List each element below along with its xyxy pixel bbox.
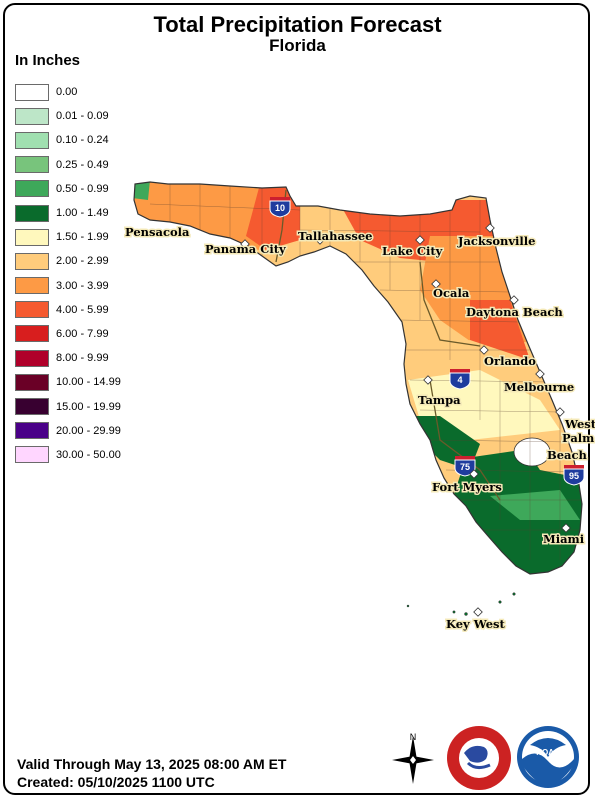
legend-label: 30.00 - 50.00: [56, 448, 121, 461]
legend-swatch: [15, 252, 49, 270]
interstate-number: 4: [457, 375, 462, 385]
legend-swatch: [15, 277, 49, 295]
legend-label: 15.00 - 19.99: [56, 400, 121, 413]
legend-item: 1.50 - 1.99: [15, 225, 121, 249]
city-label: Palm: [562, 431, 594, 445]
legend-label: 20.00 - 29.99: [56, 424, 121, 437]
noaa-logo-icon: NOAA: [517, 726, 579, 788]
legend-label: 2.00 - 2.99: [56, 255, 109, 268]
svg-text:NOAA: NOAA: [536, 748, 560, 757]
legend-item: 8.00 - 9.99: [15, 346, 121, 370]
legend-swatch: [15, 325, 49, 343]
city-marker: [240, 239, 250, 249]
legend-swatch: [15, 228, 49, 246]
city-label: Tampa: [418, 393, 461, 407]
valid-through-text: Valid Through May 13, 2025 08:00 AM ET: [17, 756, 287, 772]
legend: 0.00 0.01 - 0.09 0.10 - 0.24 0.25 - 0.49 0.5…: [15, 80, 121, 467]
city-label: Daytona Beach: [466, 305, 563, 319]
city-marker: [535, 369, 545, 379]
legend-swatch: [15, 373, 49, 391]
legend-item: 4.00 - 5.99: [15, 298, 121, 322]
legend-label: 4.00 - 5.99: [56, 303, 109, 316]
city-marker: [415, 235, 425, 245]
legend-item: 6.00 - 7.99: [15, 322, 121, 346]
legend-title: In Inches: [15, 52, 81, 69]
legend-item: 3.00 - 3.99: [15, 274, 121, 298]
interstate-shield-icon: 95: [563, 465, 585, 486]
lake-okeechobee: [513, 437, 551, 467]
map-title: Total Precipitation Forecast: [153, 12, 442, 37]
city-label: Jacksonville: [457, 234, 535, 248]
nws-logo-icon: [447, 726, 511, 790]
compass-rose-icon: N: [392, 732, 434, 784]
interstate-shield-icon: 4: [449, 369, 471, 390]
city-label: Pensacola: [125, 225, 190, 239]
legend-item: 0.10 - 0.24: [15, 128, 121, 152]
legend-item: 30.00 - 50.00: [15, 443, 121, 467]
legend-swatch: [15, 156, 49, 174]
legend-swatch: [15, 204, 49, 222]
legend-item: 2.00 - 2.99: [15, 249, 121, 273]
legend-swatch: [15, 301, 49, 319]
legend-label: 0.10 - 0.24: [56, 134, 109, 147]
legend-swatch: [15, 83, 49, 101]
city-label: West: [564, 417, 595, 431]
city-marker: [479, 345, 489, 355]
legend-label: 3.00 - 3.99: [56, 279, 109, 292]
legend-swatch: [15, 349, 49, 367]
compass-north-label: N: [410, 732, 417, 742]
legend-item: 0.00: [15, 80, 121, 104]
city-label: Fort Myers: [432, 480, 502, 494]
interstate-number: 75: [460, 462, 470, 472]
city-marker: [555, 407, 565, 417]
city-marker: [509, 295, 519, 305]
interstate-number: 95: [569, 471, 579, 481]
city-label: Melbourne: [504, 380, 574, 394]
legend-swatch: [15, 180, 49, 198]
legend-label: 0.00: [56, 86, 78, 99]
legend-item: 0.25 - 0.49: [15, 153, 121, 177]
legend-label: 8.00 - 9.99: [56, 352, 109, 365]
city-label: Ocala: [433, 286, 470, 300]
legend-label: 0.01 - 0.09: [56, 110, 109, 123]
city-label: Miami: [543, 532, 585, 546]
city-label: Key West: [446, 617, 506, 631]
legend-item: 1.00 - 1.49: [15, 201, 121, 225]
legend-label: 0.25 - 0.49: [56, 158, 109, 171]
city-marker: [423, 375, 433, 385]
interstate-shield-icon: 10: [269, 197, 291, 218]
city-marker: [561, 523, 571, 533]
created-text: Created: 05/10/2025 1100 UTC: [17, 774, 215, 790]
legend-swatch: [15, 131, 49, 149]
legend-item: 0.50 - 0.99: [15, 177, 121, 201]
legend-swatch: [15, 107, 49, 125]
city-label: Beach: [547, 448, 587, 462]
city-marker: [431, 279, 441, 289]
city-label: Tallahassee: [298, 229, 373, 243]
legend-label: 1.00 - 1.49: [56, 207, 109, 220]
legend-label: 10.00 - 14.99: [56, 376, 121, 389]
legend-label: 1.50 - 1.99: [56, 231, 109, 244]
city-label: Lake City: [382, 244, 443, 258]
legend-label: 0.50 - 0.99: [56, 182, 109, 195]
city-marker: [473, 607, 483, 617]
city-marker: [485, 223, 495, 233]
legend-item: 10.00 - 14.99: [15, 370, 121, 394]
florida-keys: [406, 592, 516, 616]
legend-label: 6.00 - 7.99: [56, 327, 109, 340]
interstate-number: 10: [275, 203, 285, 213]
interstate-shield-icon: 75: [454, 456, 476, 477]
city-label: Panama City: [205, 242, 286, 256]
map-subtitle: Florida: [269, 36, 326, 55]
legend-item: 0.01 - 0.09: [15, 104, 121, 128]
city-label: Orlando: [484, 354, 536, 368]
city-marker: [469, 469, 479, 479]
legend-item: 15.00 - 19.99: [15, 394, 121, 418]
legend-swatch: [15, 398, 49, 416]
city-marker: [315, 235, 325, 245]
legend-swatch: [15, 446, 49, 464]
legend-swatch: [15, 422, 49, 440]
legend-item: 20.00 - 29.99: [15, 419, 121, 443]
